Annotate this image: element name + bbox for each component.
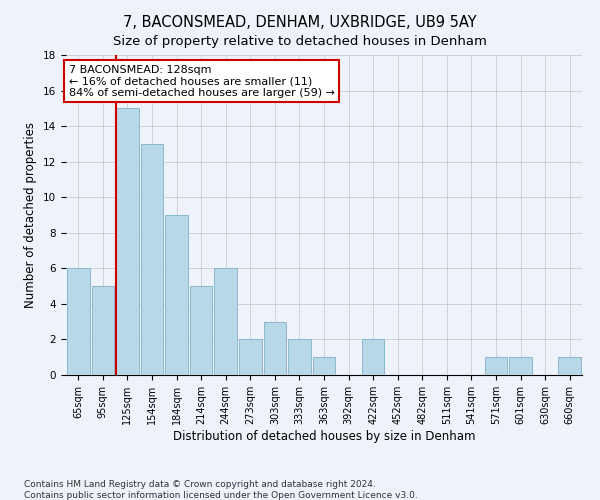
Bar <box>116 108 139 375</box>
Bar <box>313 357 335 375</box>
Bar <box>288 340 311 375</box>
X-axis label: Distribution of detached houses by size in Denham: Distribution of detached houses by size … <box>173 430 475 442</box>
Bar <box>509 357 532 375</box>
Bar <box>92 286 114 375</box>
Bar <box>362 340 385 375</box>
Bar <box>140 144 163 375</box>
Text: Contains HM Land Registry data © Crown copyright and database right 2024.
Contai: Contains HM Land Registry data © Crown c… <box>24 480 418 500</box>
Text: 7 BACONSMEAD: 128sqm
← 16% of detached houses are smaller (11)
84% of semi-detac: 7 BACONSMEAD: 128sqm ← 16% of detached h… <box>68 64 335 98</box>
Bar <box>214 268 237 375</box>
Bar <box>190 286 212 375</box>
Text: Size of property relative to detached houses in Denham: Size of property relative to detached ho… <box>113 35 487 48</box>
Bar <box>67 268 89 375</box>
Bar <box>485 357 508 375</box>
Bar <box>263 322 286 375</box>
Bar <box>559 357 581 375</box>
Y-axis label: Number of detached properties: Number of detached properties <box>25 122 37 308</box>
Bar <box>165 215 188 375</box>
Text: 7, BACONSMEAD, DENHAM, UXBRIDGE, UB9 5AY: 7, BACONSMEAD, DENHAM, UXBRIDGE, UB9 5AY <box>123 15 477 30</box>
Bar <box>239 340 262 375</box>
